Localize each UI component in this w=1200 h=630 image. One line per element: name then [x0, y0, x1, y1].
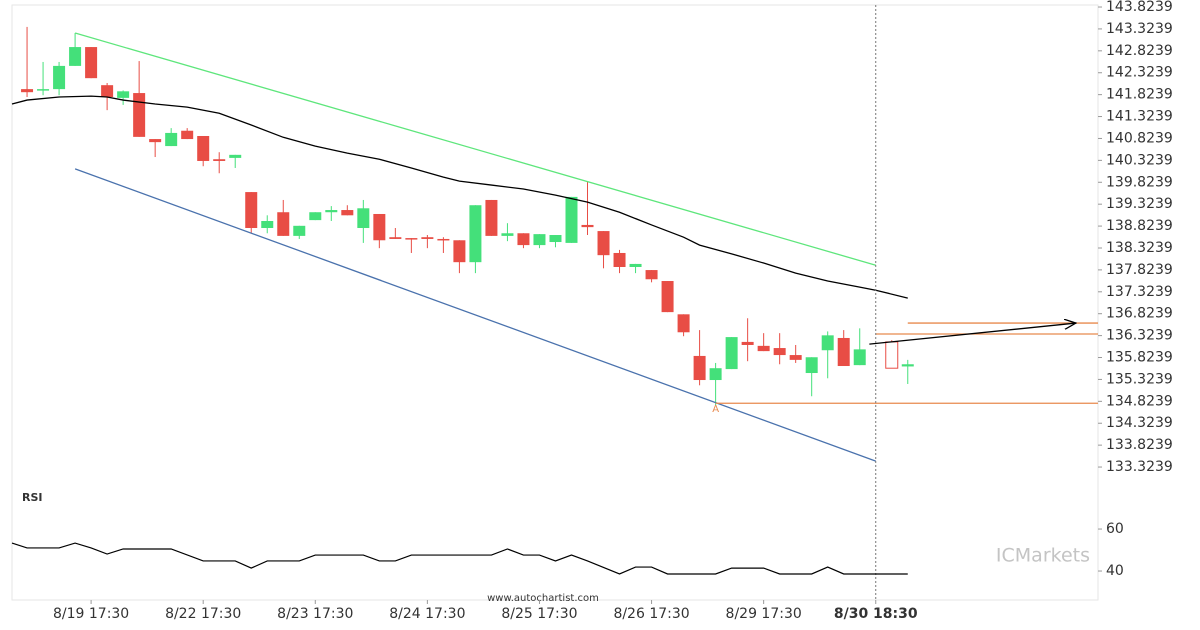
- candle-body: [693, 355, 706, 381]
- candle-body: [389, 237, 402, 239]
- y-tick-label: 140.3239: [1106, 152, 1173, 168]
- x-tick-label: 8/24 17:30: [389, 606, 465, 622]
- y-tick-label: 138.3239: [1106, 240, 1173, 256]
- candle-body: [597, 231, 610, 256]
- candle-body: [437, 238, 450, 241]
- y-tick-label: 142.3239: [1106, 65, 1173, 81]
- candle-body: [453, 240, 466, 263]
- y-tick-label: 134.8239: [1106, 393, 1173, 409]
- candle-body: [741, 341, 754, 345]
- y-tick-label: 133.8239: [1106, 437, 1173, 453]
- candle-body: [533, 234, 546, 246]
- panel-title: RSI: [22, 491, 43, 504]
- candle-body: [325, 210, 338, 213]
- candle-body: [549, 235, 562, 243]
- y-tick-label: 141.3239: [1106, 109, 1173, 125]
- candle-body: [133, 93, 146, 137]
- candle-body: [309, 212, 322, 221]
- candle-body: [69, 47, 82, 66]
- y-tick-label: 137.8239: [1106, 262, 1173, 278]
- candle-body: [789, 355, 802, 360]
- x-tick-label: 8/19 17:30: [53, 606, 129, 622]
- candle-body: [213, 159, 226, 161]
- y-tick-label: 135.8239: [1106, 350, 1173, 366]
- x-tick-label: 8/25 17:30: [501, 606, 577, 622]
- plot-area: [11, 4, 1099, 601]
- candle-body: [469, 205, 482, 263]
- overlay-line: [74, 168, 876, 462]
- x-tick-label: 8/26 17:30: [613, 606, 689, 622]
- candle-body: [581, 224, 594, 228]
- candle-body: [661, 281, 674, 313]
- candle-body: [149, 139, 162, 143]
- annotation: A: [712, 404, 719, 415]
- y-tick-label: 138.8239: [1106, 218, 1173, 234]
- x-tick-label: 8/29 17:30: [726, 606, 802, 622]
- y-tick-label: 133.3239: [1106, 459, 1173, 475]
- footer: www.autochartist.com: [487, 593, 599, 604]
- candle-body: [517, 233, 530, 246]
- candle-body: [773, 348, 786, 356]
- candle-body: [725, 337, 738, 370]
- candle-body: [341, 210, 354, 216]
- x-tick-label: 8/22 17:30: [165, 606, 241, 622]
- candle-body: [677, 314, 690, 333]
- candle-body: [501, 233, 514, 236]
- overlay-line: [74, 32, 876, 266]
- candle-body: [21, 89, 34, 93]
- candle-body: [613, 252, 626, 267]
- projection-arrow: [869, 323, 1076, 345]
- y-tick-label: 40: [1106, 563, 1124, 579]
- candle-body: [101, 85, 114, 98]
- overlay-line: [11, 95, 908, 299]
- candle-body: [405, 238, 418, 240]
- candle-body: [421, 237, 434, 239]
- candle-body: [357, 208, 370, 229]
- candle-body: [805, 357, 818, 374]
- y-tick-label: 143.8239: [1106, 0, 1173, 15]
- candle-body: [645, 270, 658, 280]
- y-tick-label: 60: [1106, 521, 1124, 537]
- candle-body: [117, 91, 130, 98]
- candle-body: [885, 341, 899, 369]
- candle-body: [757, 345, 770, 352]
- y-tick-label: 139.3239: [1106, 196, 1173, 212]
- y-tick-label: 136.8239: [1106, 306, 1173, 322]
- candle-body: [165, 132, 178, 147]
- candle-body: [821, 335, 834, 351]
- candle-body: [293, 225, 306, 236]
- candle-body: [485, 199, 498, 236]
- candle-body: [709, 368, 722, 381]
- candle-body: [901, 364, 914, 367]
- candle-body: [837, 337, 850, 367]
- y-tick-label: 143.3239: [1106, 21, 1173, 37]
- candle-body: [53, 65, 66, 90]
- y-tick-label: 142.8239: [1106, 43, 1173, 59]
- y-tick-label: 135.3239: [1106, 371, 1173, 387]
- candle-body: [261, 220, 274, 229]
- watermark: ICMarkets: [996, 545, 1090, 567]
- x-tick-label: 8/23 17:30: [277, 606, 353, 622]
- y-tick-label: 137.3239: [1106, 284, 1173, 300]
- y-tick-label: 140.8239: [1106, 130, 1173, 146]
- candle-body: [373, 213, 386, 241]
- candle-body: [629, 263, 642, 267]
- x-tick-label: 8/30 18:30: [834, 606, 918, 622]
- candle-body: [85, 47, 98, 79]
- candle-body: [245, 192, 258, 229]
- y-tick-label: 134.3239: [1106, 415, 1173, 431]
- candle-body: [565, 196, 578, 243]
- candle-body: [853, 349, 866, 366]
- candle-body: [277, 212, 290, 236]
- y-tick-label: 136.3239: [1106, 328, 1173, 344]
- candle-body: [229, 154, 242, 158]
- candle-body: [37, 89, 50, 91]
- candle-body: [181, 130, 194, 140]
- candle-body: [197, 135, 210, 161]
- y-tick-label: 141.8239: [1106, 87, 1173, 103]
- y-tick-label: 139.8239: [1106, 174, 1173, 190]
- rsi-line: [11, 542, 908, 575]
